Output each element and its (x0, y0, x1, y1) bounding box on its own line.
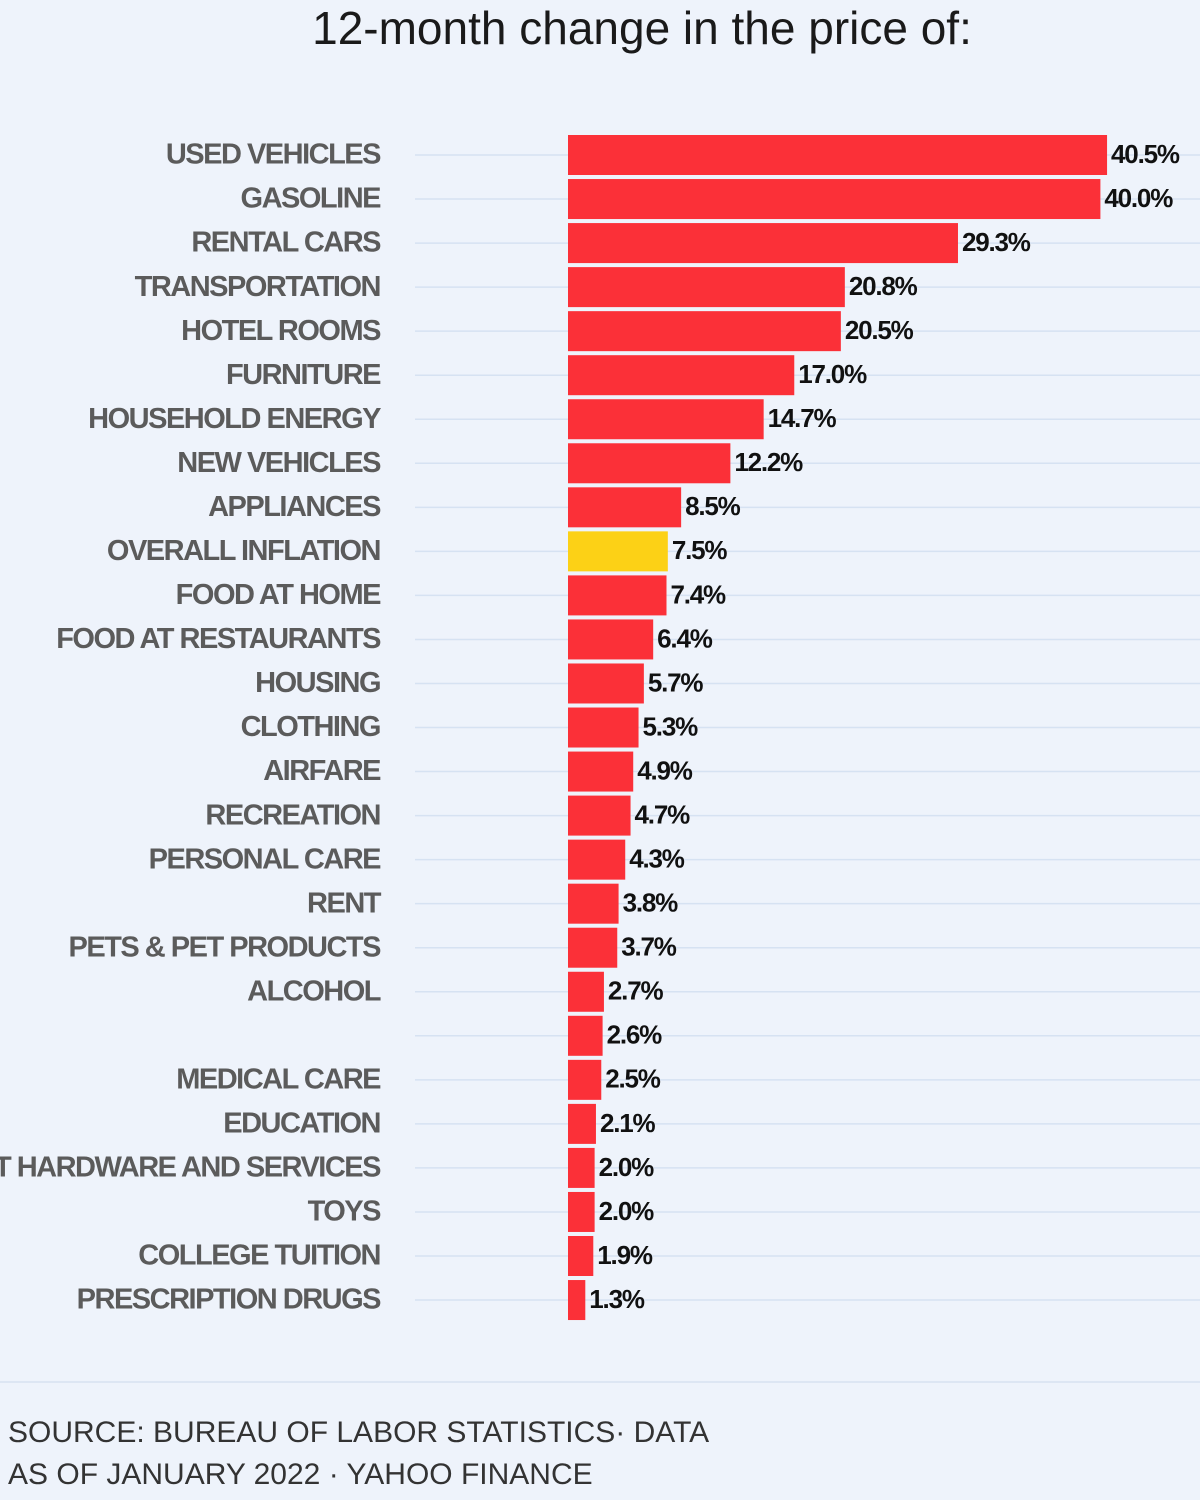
value-label: 6.4% (657, 623, 713, 653)
bar (568, 751, 634, 792)
bar (568, 663, 644, 704)
category-label: EDUCATION (223, 1108, 380, 1140)
category-label: MEDICAL CARE (176, 1063, 381, 1095)
value-label: 3.8% (623, 888, 679, 918)
value-label: 2.7% (608, 976, 664, 1006)
bar (568, 399, 764, 440)
value-label: 5.3% (643, 711, 699, 741)
category-label: APPLIANCES (208, 491, 381, 523)
bar (568, 707, 639, 748)
bar (568, 971, 604, 1012)
bar (568, 1147, 595, 1188)
category-label: TRANSPORTATION (135, 271, 380, 303)
category-label: RENT (307, 887, 382, 919)
value-label: 1.9% (597, 1240, 653, 1270)
value-label: 4.3% (629, 844, 685, 874)
value-label: 4.9% (637, 755, 693, 785)
bar (568, 619, 654, 660)
bar (568, 443, 731, 484)
value-label: 7.5% (672, 535, 728, 565)
value-label: 4.7% (635, 799, 691, 829)
bar (568, 575, 667, 616)
value-label: 17.0% (798, 359, 867, 389)
value-label: 8.5% (685, 491, 741, 521)
bar (568, 311, 841, 352)
value-label: 2.1% (600, 1108, 656, 1138)
bar (568, 135, 1108, 175)
category-label: COLLEGE TUITION (138, 1240, 380, 1272)
chart-title: 12-month change in the price of: (312, 2, 972, 54)
value-label: 20.5% (845, 315, 914, 345)
bar (568, 1236, 594, 1276)
value-label: 40.0% (1104, 183, 1173, 213)
category-label: HOUSEHOLD ENERGY (88, 403, 381, 435)
value-label: 2.0% (599, 1196, 655, 1226)
value-label: 1.3% (589, 1284, 645, 1314)
category-label: NEW VEHICLES (177, 447, 381, 479)
value-label: 29.3% (962, 227, 1031, 257)
bar (568, 795, 631, 836)
value-label: 7.4% (670, 579, 726, 609)
source: SOURCE: BUREAU OF LABOR STATISTICS· DATA (8, 1416, 709, 1449)
bar (568, 179, 1101, 220)
category-label: FOOD AT HOME (176, 579, 381, 611)
category-label: AIRFARE (263, 755, 381, 787)
value-label: 5.7% (648, 667, 704, 697)
bar (568, 355, 795, 396)
bar (568, 927, 618, 968)
value-label: 3.7% (621, 932, 677, 962)
category-label: TOYS (308, 1196, 382, 1228)
bar (568, 1015, 603, 1056)
value-label: 2.5% (605, 1064, 661, 1094)
bar (568, 883, 619, 924)
value-label: 2.6% (607, 1020, 663, 1050)
bar (568, 531, 668, 572)
category-label: ALCOHOL (247, 975, 381, 1007)
category-label: PERSONAL CARE (149, 843, 381, 875)
category-label: USED VEHICLES (166, 139, 381, 171)
category-label: HOUSING (255, 667, 380, 699)
bar (568, 1280, 586, 1321)
value-label: 20.8% (849, 271, 918, 301)
category-label: RECREATION (205, 799, 380, 831)
value-label: 12.2% (734, 447, 803, 477)
value-label: 40.5% (1111, 139, 1180, 169)
category-label: GASOLINE (241, 183, 382, 215)
bar (568, 1191, 595, 1232)
bar (568, 839, 626, 880)
category-label: RENTAL CARS (191, 227, 381, 259)
category-label: CLOTHING (241, 711, 380, 743)
category-label: HOTEL ROOMS (181, 315, 381, 347)
category-label: FURNITURE (226, 359, 381, 391)
category-label: IT HARDWARE AND SERVICES (0, 1152, 381, 1184)
bar (568, 487, 682, 528)
category-label: PETS & PET PRODUCTS (69, 931, 382, 963)
bar (568, 267, 845, 308)
category-label: PRESCRIPTION DRUGS (77, 1284, 381, 1316)
bar (568, 1103, 596, 1144)
value-label: 2.0% (599, 1152, 655, 1182)
category-label: OVERALL INFLATION (107, 535, 380, 567)
bar (568, 1059, 602, 1100)
value-label: 14.7% (768, 403, 837, 433)
source: AS OF JANUARY 2022 · YAHOO FINANCE (8, 1458, 593, 1491)
category-label: FOOD AT RESTAURANTS (56, 623, 381, 655)
bar (568, 223, 958, 264)
